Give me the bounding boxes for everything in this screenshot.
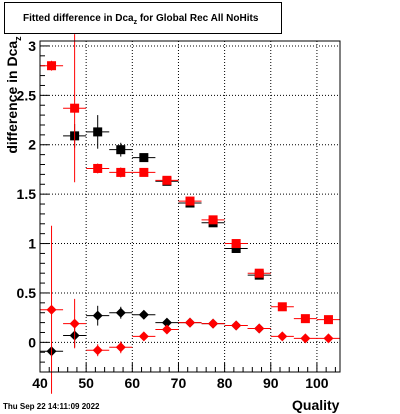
x-tick-label: 40 — [32, 375, 48, 391]
chart-title-box: Fitted difference in Dcaz for Global Rec… — [4, 2, 282, 34]
plot-frame — [39, 40, 341, 373]
data-point-square — [254, 268, 264, 278]
data-point-square — [208, 215, 218, 225]
data-point-diamond — [254, 323, 265, 334]
data-point-diamond — [300, 333, 311, 344]
x-axis-label: Quality — [292, 397, 340, 413]
data-point-square — [93, 163, 103, 173]
data-point-square — [231, 239, 241, 249]
x-tick-label: 100 — [305, 375, 329, 391]
chart-title-subscript: z — [133, 19, 138, 26]
data-point-diamond — [208, 318, 219, 329]
y-tick-label: 0 — [28, 334, 36, 350]
data-point-diamond — [161, 317, 172, 328]
data-point-square — [231, 243, 241, 253]
y-tick-label: 2 — [28, 137, 36, 153]
y-tick-label: 0.5 — [17, 285, 37, 301]
x-tick-label: 50 — [78, 375, 94, 391]
y-axis-label-subscript: z — [12, 36, 23, 41]
data-point-diamond — [323, 333, 334, 344]
data-point-square — [70, 103, 80, 113]
data-point-square — [116, 145, 126, 155]
x-tick-label: 90 — [263, 375, 279, 391]
data-point-diamond — [138, 309, 149, 320]
data-point-square — [93, 127, 103, 137]
data-point-square — [277, 302, 287, 312]
data-point-square — [139, 153, 149, 163]
data-point-square — [139, 167, 149, 177]
data-point-diamond — [92, 310, 103, 321]
data-point-diamond — [277, 331, 288, 342]
x-tick-label: 70 — [171, 375, 187, 391]
chart-title-prefix: Fitted difference in Dca — [23, 13, 134, 24]
datestamp: Thu Sep 22 14:11:09 2022 — [3, 402, 100, 411]
data-point-diamond — [115, 342, 126, 353]
data-point-diamond — [115, 307, 126, 318]
y-tick-label: 2.5 — [17, 87, 37, 103]
data-point-diamond — [138, 331, 149, 342]
chart-title: Fitted difference in Dcaz for Global Rec… — [23, 13, 258, 26]
data-point-diamond — [69, 318, 80, 329]
data-point-diamond — [46, 304, 57, 315]
data-point-square — [300, 314, 310, 324]
y-tick-label: 3 — [28, 38, 36, 54]
data-point-diamond — [185, 317, 195, 328]
data-point-square — [162, 175, 172, 185]
y-tick-label: 1.5 — [17, 186, 37, 202]
data-point-diamond — [231, 320, 242, 331]
y-tick-label: 1 — [28, 236, 36, 252]
data-point-square — [185, 196, 195, 206]
x-tick-label: 60 — [125, 375, 141, 391]
x-tick-label: 80 — [217, 375, 233, 391]
data-point-square — [323, 315, 333, 325]
data-point-square — [47, 61, 57, 71]
chart-title-suffix: for Global Rec All NoHits — [137, 13, 259, 24]
data-point-square — [116, 167, 126, 177]
data-point-diamond — [92, 345, 103, 356]
y-axis-label-prefix: difference in Dca — [4, 40, 20, 154]
y-axis-label: difference in Dcaz — [4, 30, 23, 160]
data-point-diamond — [161, 324, 172, 335]
